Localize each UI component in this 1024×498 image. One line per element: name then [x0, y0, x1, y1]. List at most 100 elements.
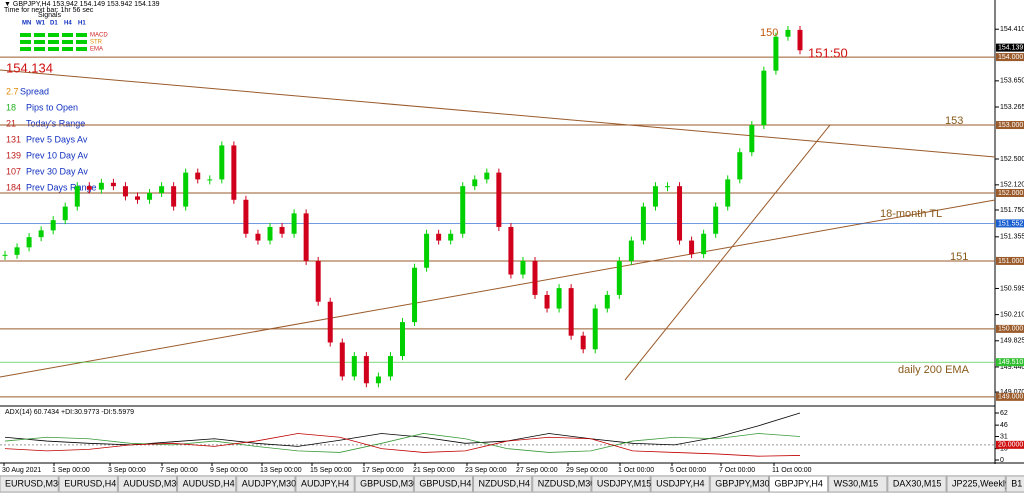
- candle: [749, 125, 755, 153]
- tab[interactable]: [295, 475, 355, 493]
- candle: [375, 376, 381, 384]
- indicator-label: EMA: [90, 47, 103, 53]
- tab-label[interactable]: AUDUSD,M30: [123, 478, 181, 488]
- timeframe-label: H1: [78, 21, 86, 27]
- candle: [327, 301, 333, 343]
- y-tick-label: 31: [1000, 433, 1008, 440]
- candle: [436, 233, 442, 241]
- tab[interactable]: [236, 475, 296, 493]
- tab[interactable]: [117, 475, 178, 493]
- tab[interactable]: [0, 475, 59, 493]
- tab-label[interactable]: GBPUSD,M30: [360, 478, 418, 488]
- candle: [460, 186, 466, 234]
- level-tag: [996, 324, 1024, 333]
- tab[interactable]: [946, 475, 1006, 493]
- tab[interactable]: [768, 475, 829, 493]
- candle: [568, 288, 574, 336]
- tab[interactable]: [591, 475, 651, 493]
- info-label: Spread: [20, 86, 49, 96]
- x-tick-label: 21 Sep 00:00: [413, 467, 455, 474]
- y-tick-label: 15: [1000, 445, 1008, 452]
- tab[interactable]: [887, 475, 947, 493]
- candle: [159, 186, 165, 193]
- level-tag: [996, 188, 1024, 197]
- candle: [725, 179, 731, 207]
- level-label: 150.000: [998, 326, 1023, 333]
- tab-label[interactable]: GBPJPY,M30: [715, 478, 769, 488]
- tab-label[interactable]: NZDUSD,H4: [479, 478, 531, 488]
- y-tick-label: 153.265: [1000, 104, 1024, 111]
- tab[interactable]: [58, 475, 118, 493]
- price-label: 154.139: [998, 44, 1023, 51]
- candle: [412, 267, 418, 323]
- tab-label[interactable]: EURUSD,M30: [5, 478, 63, 488]
- timeframe-label: D1: [50, 21, 58, 27]
- annotation: 153: [945, 115, 963, 127]
- candle: [580, 335, 586, 350]
- x-tick-label: 3 Sep 00:00: [108, 467, 146, 474]
- candle: [86, 186, 92, 190]
- candle: [147, 192, 153, 200]
- x-tick-label: 11 Oct 00:00: [772, 467, 812, 474]
- adx-tag: [996, 440, 1024, 449]
- signal-box: [76, 33, 87, 37]
- candle: [556, 288, 562, 309]
- x-tick-label: 29 Sep 00:00: [566, 467, 608, 474]
- bid-price: 154.134: [6, 60, 53, 75]
- tab-label[interactable]: AUDUSD,H4: [183, 478, 235, 488]
- level-label: 152.000: [998, 190, 1023, 197]
- tab-label[interactable]: GBPUSD,H4: [419, 478, 471, 488]
- tab-label[interactable]: DAX30,M15: [893, 478, 942, 488]
- tab-label[interactable]: USDJPY,H4: [656, 478, 704, 488]
- tab[interactable]: [177, 475, 237, 493]
- signal-box: [20, 47, 31, 51]
- tab-label[interactable]: GBPJPY,H4: [774, 478, 822, 488]
- tab-label[interactable]: B1: [1011, 478, 1022, 488]
- tab-label[interactable]: JP225,Weekly: [952, 478, 1010, 488]
- tab-label[interactable]: AUDJPY,M30: [242, 478, 296, 488]
- tab-label[interactable]: EURUSD,H4: [64, 478, 116, 488]
- tab[interactable]: [532, 475, 592, 493]
- tab-label[interactable]: WS30,M15: [834, 478, 879, 488]
- level-label: 154.000: [998, 54, 1023, 61]
- info-label: Pips to Open: [26, 102, 78, 112]
- tab[interactable]: [473, 475, 533, 493]
- level-label: 149.000: [998, 394, 1023, 401]
- tab[interactable]: [709, 475, 769, 493]
- candle: [797, 29, 803, 51]
- tab[interactable]: [1005, 475, 1024, 493]
- info-label: Prev 10 Day Av: [26, 150, 88, 160]
- signal-box: [48, 40, 59, 44]
- candle: [616, 260, 622, 295]
- candle: [532, 260, 538, 295]
- x-tick-label: 1 Oct 00:00: [618, 467, 654, 474]
- info-label: Prev Days Range: [26, 182, 97, 192]
- x-tick-label: 7 Oct 00:00: [719, 467, 755, 474]
- tab-label[interactable]: USDJPY,M15: [597, 478, 651, 488]
- x-tick-label: 1 Sep 00:00: [52, 467, 90, 474]
- y-tick-label: 151.355: [1000, 234, 1024, 241]
- tab-label[interactable]: NZDUSD,M30: [538, 478, 596, 488]
- candle: [520, 260, 526, 275]
- info-label: Today's Range: [26, 118, 85, 128]
- signal-box: [62, 40, 73, 44]
- tab[interactable]: [650, 475, 710, 493]
- symbol-line: ▼ GBPJPY,H4 153.942 154.149 153.942 154.…: [4, 1, 160, 8]
- indicator-label: MACD: [90, 33, 108, 39]
- candle: [255, 233, 261, 241]
- x-tick-label: 30 Aug 2021: [2, 467, 41, 474]
- candle: [665, 186, 670, 188]
- candle: [303, 213, 309, 261]
- candle: [110, 182, 116, 187]
- level-tag: [996, 53, 1024, 62]
- candle: [62, 206, 68, 221]
- tab[interactable]: [413, 475, 474, 493]
- y-tick-label: 149.440: [1000, 364, 1024, 371]
- tab[interactable]: [828, 475, 888, 493]
- tab-label[interactable]: AUDJPY,H4: [301, 478, 349, 488]
- info-label: Prev 30 Day Av: [26, 166, 88, 176]
- tab[interactable]: [354, 475, 414, 493]
- candle: [74, 186, 80, 207]
- annotation: 150: [760, 27, 778, 39]
